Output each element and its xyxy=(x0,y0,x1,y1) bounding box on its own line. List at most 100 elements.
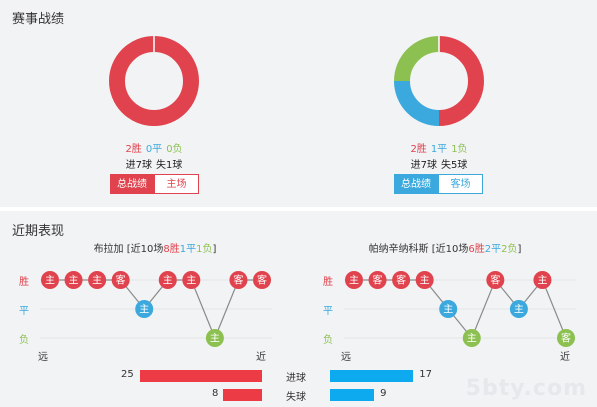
left-form-point-venue: 主 xyxy=(45,275,55,287)
right-goals-against-value: 9 xyxy=(380,388,387,399)
left-loss-count: 0负 xyxy=(166,144,183,155)
left-form-point-venue: 主 xyxy=(69,275,79,287)
right-form-point-venue: 主 xyxy=(420,275,430,287)
right-form-point[interactable] xyxy=(557,329,575,347)
left-form-point-venue: 主 xyxy=(186,275,196,287)
right-form-point-venue: 客 xyxy=(396,274,406,287)
left-donut-slice-win xyxy=(109,36,199,126)
right-goals-for-value: 17 xyxy=(419,369,433,380)
right-donut-slice-loss xyxy=(394,36,440,82)
right-form-point-venue: 客 xyxy=(373,274,383,287)
right-y-win: 胜 xyxy=(323,277,333,288)
right-y-draw: 平 xyxy=(323,306,333,317)
right-donut-slice-draw xyxy=(394,80,440,126)
right-form-point[interactable] xyxy=(392,271,411,289)
left-form-point[interactable] xyxy=(88,271,107,289)
right-summary-prefix: [近10场 xyxy=(431,244,469,255)
left-form-line xyxy=(50,279,262,340)
right-goals-for-bar xyxy=(330,370,414,382)
right-form-point[interactable] xyxy=(345,271,363,289)
right-form-point[interactable] xyxy=(509,300,528,318)
left-form-point[interactable] xyxy=(158,271,177,289)
left-form-point-venue: 主 xyxy=(139,304,149,316)
right-team-name: 帕纳辛纳科斯 xyxy=(368,244,429,255)
left-form-point[interactable] xyxy=(64,271,83,289)
right-axis-far: 远 xyxy=(341,352,351,363)
left-win-count: 2胜 xyxy=(125,144,142,155)
right-recent-header: 帕纳辛纳科斯 [近10场6胜2平2负] xyxy=(330,240,560,255)
left-draw-count: 0平 xyxy=(145,144,163,155)
left-form-point[interactable] xyxy=(182,271,201,289)
right-summary-suffix: ] xyxy=(517,244,522,255)
right-goals-against: 失5球 xyxy=(441,160,468,171)
left-y-draw: 平 xyxy=(19,306,29,317)
left-record-line: 2胜 0平 0负 xyxy=(104,140,204,155)
right-form-point-venue: 客 xyxy=(490,274,500,287)
right-draw-count: 1平 xyxy=(430,144,448,155)
left-form-point-venue: 主 xyxy=(163,275,173,287)
right-form-chart: 主客客主主主客主主客 xyxy=(344,271,576,347)
left-goals-for-value: 25 xyxy=(121,369,134,380)
recent-panel: 近期表现 布拉加 [近10场8胜1平1负] 胜 平 负 主主主客主主主主客客 远… xyxy=(0,211,597,407)
right-form-point-venue: 主 xyxy=(349,275,359,287)
right-form-point[interactable] xyxy=(439,300,458,318)
watermark: 5bty.com xyxy=(465,376,587,401)
left-form-point-venue: 客 xyxy=(116,274,126,287)
left-form-point-venue: 主 xyxy=(92,275,102,287)
left-y-win: 胜 xyxy=(19,277,29,288)
left-form-point-venue: 客 xyxy=(257,274,267,287)
right-goals-line: 进7球 失5球 xyxy=(389,156,489,171)
left-goals-line: 进7球 失1球 xyxy=(104,156,204,171)
right-goals-against-bar xyxy=(330,389,375,401)
right-summary-win: 6胜 xyxy=(468,244,485,255)
left-goals-for-bar xyxy=(139,370,262,382)
right-tab-away[interactable]: 客场 xyxy=(438,174,483,194)
left-tab-home[interactable]: 主场 xyxy=(154,174,199,194)
right-axis-near: 近 xyxy=(560,352,570,363)
left-summary-loss: 1负 xyxy=(196,244,213,255)
right-form-point[interactable] xyxy=(415,271,434,289)
right-summary-draw: 2平 xyxy=(484,244,502,255)
left-form-point[interactable] xyxy=(229,271,248,289)
right-form-point-venue: 主 xyxy=(514,304,524,316)
left-goals-against-value: 8 xyxy=(212,388,219,399)
left-summary-suffix: ] xyxy=(212,244,217,255)
right-form-point[interactable] xyxy=(486,271,505,289)
left-tab-total[interactable]: 总战绩 xyxy=(110,174,154,194)
right-form-point[interactable] xyxy=(368,271,387,289)
right-form-point-venue: 主 xyxy=(467,333,477,345)
left-goals-against: 失1球 xyxy=(156,160,183,171)
left-y-loss: 负 xyxy=(19,335,29,346)
record-panel: 赛事战绩 2胜 0平 0负 进7球 失1球 总战绩 主场 2胜 1平 1负 进7球 失5球 … xyxy=(0,0,597,207)
right-loss-count: 1负 xyxy=(451,144,468,155)
section-title-recent: 近期表现 xyxy=(12,224,65,239)
left-form-point[interactable] xyxy=(253,271,271,289)
left-axis-near: 近 xyxy=(256,352,266,363)
right-win-count: 2胜 xyxy=(410,144,427,155)
left-axis-far: 远 xyxy=(38,352,48,363)
left-record-donut xyxy=(109,36,199,126)
right-summary-loss: 2负 xyxy=(501,244,518,255)
left-goals-for: 进7球 xyxy=(125,160,152,171)
right-record-donut xyxy=(394,36,484,126)
right-form-point[interactable] xyxy=(533,271,552,289)
right-form-line xyxy=(354,278,567,340)
left-summary-prefix: [近10场 xyxy=(126,244,164,255)
goals-for-label: 进球 xyxy=(286,373,306,384)
right-form-point-venue: 主 xyxy=(537,275,547,287)
left-form-point[interactable] xyxy=(135,300,154,318)
left-form-point[interactable] xyxy=(205,329,224,347)
left-form-point-venue: 客 xyxy=(233,274,243,287)
right-record-line: 2胜 1平 1负 xyxy=(389,140,489,155)
section-title-record: 赛事战绩 xyxy=(12,12,65,27)
right-form-point[interactable] xyxy=(462,329,481,347)
left-recent-header: 布拉加 [近10场8胜1平1负] xyxy=(40,240,270,255)
right-y-loss: 负 xyxy=(323,335,333,346)
left-form-point[interactable] xyxy=(111,271,130,289)
left-form-point[interactable] xyxy=(41,271,59,289)
right-tab-total[interactable]: 总战绩 xyxy=(394,174,438,194)
right-donut-slice-win xyxy=(438,36,484,126)
right-form-point-venue: 主 xyxy=(443,304,453,316)
right-form-point-venue: 客 xyxy=(561,332,571,345)
left-form-point-venue: 主 xyxy=(210,333,220,345)
